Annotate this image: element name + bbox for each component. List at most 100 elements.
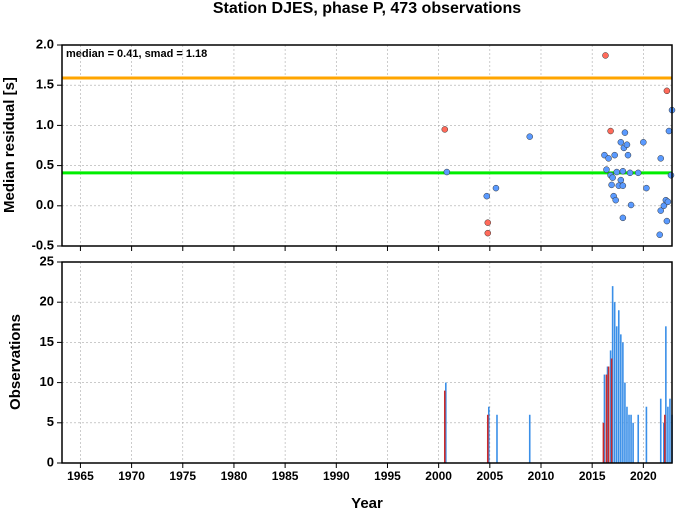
point [441, 126, 449, 133]
point [526, 133, 533, 140]
bar [630, 414, 632, 463]
x-axis-label: Year [351, 495, 383, 511]
point [660, 202, 668, 210]
point [492, 184, 500, 192]
point [484, 219, 492, 226]
y-tick-label: 20 [40, 294, 54, 309]
point [624, 151, 632, 159]
bar [665, 326, 667, 463]
bar [620, 334, 622, 463]
point [619, 214, 627, 222]
y-tick-label: 2.0 [36, 36, 54, 51]
point [607, 127, 614, 135]
point [613, 168, 620, 176]
bar [645, 406, 648, 463]
point [443, 168, 451, 176]
x-tick-label: 2015 [579, 469, 606, 483]
bar [669, 398, 671, 463]
point [656, 231, 663, 238]
point [603, 166, 610, 173]
bar [445, 382, 447, 463]
bar [626, 406, 628, 463]
x-tick-label: 1980 [221, 469, 248, 483]
bar [607, 366, 610, 463]
plot-frame [61, 261, 673, 464]
y-tick-label: 15 [40, 334, 54, 349]
y-axis-label: Median residual [s] [1, 77, 18, 213]
x-tick-label: 1990 [323, 469, 350, 483]
point [483, 192, 490, 200]
bar [606, 366, 609, 463]
point [627, 201, 635, 209]
y-axis-label: Observations [7, 314, 24, 410]
bar [637, 414, 640, 463]
bar [628, 414, 630, 463]
point [663, 87, 671, 95]
point [640, 139, 647, 146]
point [623, 141, 631, 148]
point [657, 155, 664, 162]
x-tick-label: 2000 [425, 469, 452, 483]
bar [610, 358, 613, 463]
x-tick-label: 1995 [374, 469, 401, 483]
y-tick-label: 0.5 [36, 157, 54, 172]
bar [603, 374, 606, 463]
point [667, 171, 675, 179]
point [602, 52, 609, 59]
plot-frame [61, 44, 673, 247]
point [664, 198, 672, 206]
point [617, 139, 625, 146]
x-tick-label: 1965 [67, 469, 94, 483]
point [621, 129, 629, 136]
bar [659, 398, 662, 463]
point [608, 181, 615, 189]
x-tick-label: 1975 [169, 469, 196, 483]
x-tick-label: 1970 [118, 469, 145, 483]
point [609, 174, 616, 181]
point [657, 207, 664, 214]
y-tick-label: 1.0 [36, 117, 54, 132]
bar [602, 422, 605, 463]
y-tick-label: 0 [47, 454, 54, 469]
x-tick-label: 1985 [272, 469, 299, 483]
y-tick-label: -0.5 [32, 237, 54, 252]
point [663, 217, 671, 225]
bar [667, 406, 669, 463]
bar [605, 374, 608, 463]
point [643, 184, 650, 192]
y-tick-label: 10 [40, 374, 54, 389]
y-tick-label: 0.0 [36, 197, 54, 212]
annotation: median = 0.41, smad = 1.18 [66, 48, 207, 60]
bar [617, 310, 620, 463]
bar [611, 286, 614, 463]
bar [615, 326, 618, 463]
x-tick-label: 2020 [630, 469, 657, 483]
point [619, 182, 627, 189]
y-tick-label: 5 [47, 414, 54, 429]
chart-title: Station DJES, phase P, 473 observations [213, 0, 521, 17]
bar [613, 302, 616, 463]
point [617, 176, 625, 184]
y-tick-label: 25 [40, 253, 54, 268]
bar [528, 414, 531, 463]
point [626, 169, 634, 177]
bar [632, 422, 634, 463]
bar [624, 382, 626, 463]
point [611, 151, 618, 159]
x-tick-label: 2010 [528, 469, 555, 483]
bar [486, 414, 489, 463]
x-tick-label: 2005 [476, 469, 503, 483]
point [634, 169, 642, 177]
bar [609, 350, 612, 463]
bar [487, 406, 490, 463]
point [619, 167, 627, 175]
point [605, 155, 612, 162]
point [484, 229, 492, 237]
bar [663, 422, 665, 463]
point [665, 127, 673, 135]
y-tick-label: 1.5 [36, 77, 54, 92]
bar [496, 414, 498, 463]
bar [664, 414, 666, 463]
bar [443, 390, 446, 463]
